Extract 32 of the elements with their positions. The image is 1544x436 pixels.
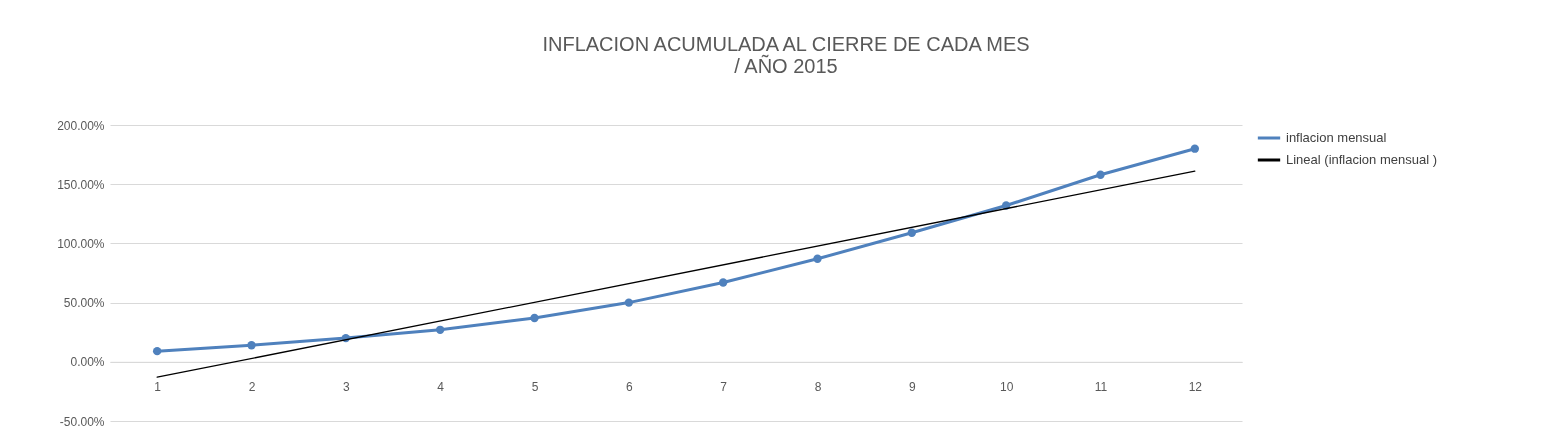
legend-label: Lineal (inflacion mensual ) (1286, 152, 1438, 167)
x-tick-label: 11 (1094, 380, 1108, 395)
x-tick-label: 10 (999, 380, 1014, 395)
y-tick-label: 0.00% (70, 355, 105, 370)
point (1190, 144, 1200, 153)
point (435, 325, 445, 335)
text: INFLACION ACUMULADA AL CIERRE DE CADA MES (542, 33, 1030, 55)
x-tick-label: 4 (437, 380, 445, 395)
point (813, 254, 822, 263)
x-tick-label: 8 (814, 380, 822, 395)
point (530, 313, 539, 323)
y-tick-label: 150.00% (57, 177, 105, 192)
x-tick-label: 1 (154, 380, 162, 395)
point (152, 346, 162, 356)
x-tick-label: 2 (248, 380, 256, 395)
x-tick-label: 7 (720, 380, 728, 395)
point (907, 228, 917, 237)
x-tick-label: 6 (625, 380, 633, 395)
legend-label: inflacion mensual (1286, 130, 1387, 145)
y-tick-label: -50.00% (59, 414, 105, 429)
x-tick-label: 12 (1188, 380, 1203, 395)
point (247, 341, 256, 350)
y-tick-label: 100.00% (57, 236, 105, 251)
y-tick-label: 50.00% (63, 296, 105, 311)
point (1096, 170, 1105, 179)
y-tick-label: 200.00% (57, 118, 105, 133)
x-tick-label: 5 (531, 380, 539, 395)
point (624, 298, 634, 307)
x-tick-label: 9 (908, 380, 916, 395)
x-tick-label: 3 (342, 380, 350, 395)
point (718, 278, 728, 287)
text: / AÑO 2015 (734, 55, 838, 77)
